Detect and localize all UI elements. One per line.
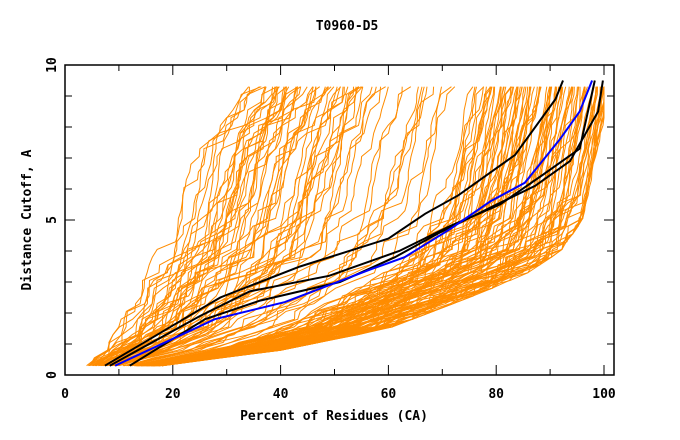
orange-series-line bbox=[141, 86, 511, 367]
orange-series-line bbox=[139, 86, 491, 367]
y-axis: 0 5 10 bbox=[45, 57, 614, 379]
orange-series-line bbox=[138, 86, 496, 367]
orange-series-line bbox=[139, 86, 493, 367]
x-tick-label: 80 bbox=[488, 387, 504, 402]
orange-series-line bbox=[104, 86, 344, 367]
orange-series-line bbox=[130, 86, 452, 367]
orange-series-line bbox=[89, 86, 260, 366]
orange-series-line bbox=[88, 86, 267, 367]
orange-series-line bbox=[89, 86, 250, 366]
orange-series-line bbox=[116, 86, 377, 367]
x-tick-label: 0 bbox=[61, 387, 69, 402]
orange-series-line bbox=[118, 86, 403, 367]
orange-series-line bbox=[118, 86, 412, 367]
orange-series-line bbox=[143, 86, 530, 367]
orange-series-line bbox=[112, 86, 359, 367]
orange-series-line bbox=[134, 86, 485, 367]
orange-series-line bbox=[138, 86, 505, 367]
orange-series-line bbox=[113, 86, 382, 367]
orange-series-line bbox=[156, 86, 605, 367]
y-axis-label: Distance Cutoff, A bbox=[20, 149, 35, 290]
orange-series-line bbox=[135, 86, 474, 367]
orange-series-line bbox=[116, 86, 389, 367]
y-tick-label: 0 bbox=[45, 371, 60, 379]
orange-series-line bbox=[153, 86, 573, 367]
orange-series-layer bbox=[86, 86, 605, 367]
orange-series-line bbox=[86, 86, 250, 367]
orange-series-line bbox=[114, 86, 364, 367]
orange-series-line bbox=[110, 86, 359, 367]
orange-series-line bbox=[100, 86, 302, 367]
orange-series-line bbox=[143, 86, 519, 367]
orange-series-line bbox=[96, 86, 301, 367]
chart-title: T0960-D5 bbox=[316, 19, 379, 34]
orange-series-line bbox=[92, 86, 285, 367]
y-tick-label: 10 bbox=[45, 57, 60, 73]
orange-series-line bbox=[95, 86, 298, 367]
series-line-black-3 bbox=[129, 80, 604, 367]
orange-series-line bbox=[150, 86, 551, 367]
x-tick-label: 60 bbox=[381, 387, 397, 402]
orange-series-line bbox=[97, 86, 308, 367]
orange-series-line bbox=[95, 86, 276, 367]
highlight-series-layer bbox=[104, 80, 604, 367]
x-tick-label: 100 bbox=[592, 387, 616, 402]
orange-series-line bbox=[126, 86, 435, 367]
orange-series-line bbox=[96, 86, 287, 367]
orange-series-line bbox=[158, 86, 598, 367]
orange-series-line bbox=[136, 86, 501, 367]
series-line-black-1 bbox=[104, 80, 564, 367]
orange-series-line bbox=[159, 86, 601, 367]
orange-series-line bbox=[109, 86, 335, 367]
orange-series-line bbox=[126, 86, 423, 367]
orange-series-line bbox=[95, 86, 278, 367]
orange-series-line bbox=[141, 86, 523, 367]
x-axis: 0 20 40 60 80 100 bbox=[61, 65, 616, 402]
orange-series-line bbox=[160, 86, 605, 367]
series-line-blue bbox=[114, 80, 594, 367]
y-tick-label: 5 bbox=[45, 216, 60, 224]
orange-series-line bbox=[95, 86, 286, 367]
x-axis-label: Percent of Residues (CA) bbox=[240, 409, 428, 424]
orange-series-line bbox=[131, 86, 456, 367]
orange-series-line bbox=[127, 86, 428, 367]
orange-series-line bbox=[149, 86, 558, 367]
series-line-black-2 bbox=[109, 80, 596, 367]
x-tick-label: 20 bbox=[165, 387, 181, 402]
orange-series-line bbox=[105, 86, 314, 367]
x-tick-label: 40 bbox=[273, 387, 289, 402]
orange-series-line bbox=[88, 86, 266, 367]
orange-series-line bbox=[98, 86, 314, 367]
orange-series-line bbox=[98, 86, 297, 367]
orange-series-line bbox=[150, 86, 551, 367]
orange-series-line bbox=[141, 86, 521, 367]
orange-series-line bbox=[156, 86, 588, 367]
orange-series-line bbox=[123, 86, 425, 367]
